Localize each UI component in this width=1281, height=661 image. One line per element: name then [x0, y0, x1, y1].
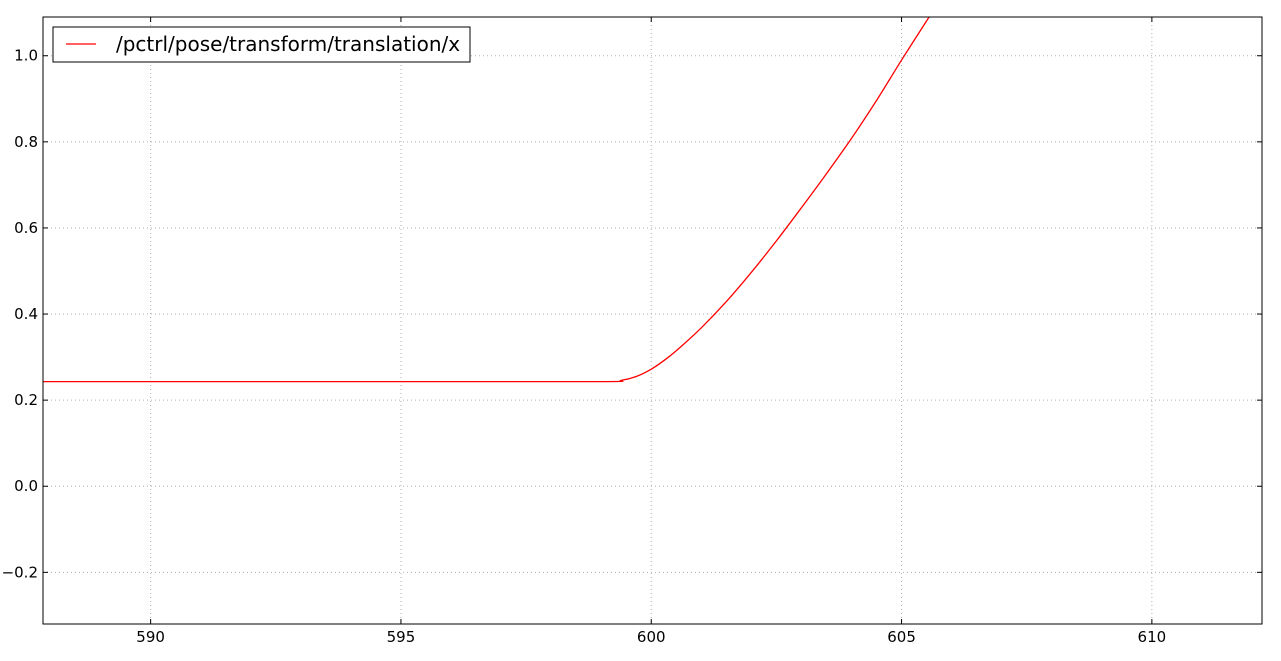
y-tick-labels: −0.2 0.0 0.2 0.4 0.6 0.8 1.0 — [2, 47, 38, 582]
tick-marks — [43, 17, 1262, 624]
x-tick-label: 600 — [637, 628, 666, 646]
legend-entry-label: /pctrl/pose/transform/translation/x — [116, 32, 460, 56]
x-tick-label: 610 — [1138, 628, 1167, 646]
y-tick-label: 1.0 — [14, 47, 38, 65]
x-tick-labels: 590 595 600 605 610 — [136, 628, 1166, 646]
plot-background — [43, 17, 1262, 624]
series-group — [43, 17, 930, 383]
y-tick-label: −0.2 — [2, 563, 38, 581]
y-tick-label: 0.8 — [14, 133, 38, 151]
x-tick-label: 605 — [887, 628, 916, 646]
x-tick-label: 595 — [387, 628, 416, 646]
y-tick-label: 0.2 — [14, 391, 38, 409]
x-tick-label: 590 — [136, 628, 165, 646]
legend-box — [52, 26, 471, 63]
y-tick-label: 0.4 — [14, 305, 38, 323]
series-line-0 — [43, 17, 930, 383]
y-tick-label: 0.6 — [14, 219, 38, 237]
plot-frame — [42, 16, 1263, 625]
y-tick-label: 0.0 — [14, 477, 38, 495]
legend: /pctrl/pose/transform/translation/x — [52, 26, 471, 63]
